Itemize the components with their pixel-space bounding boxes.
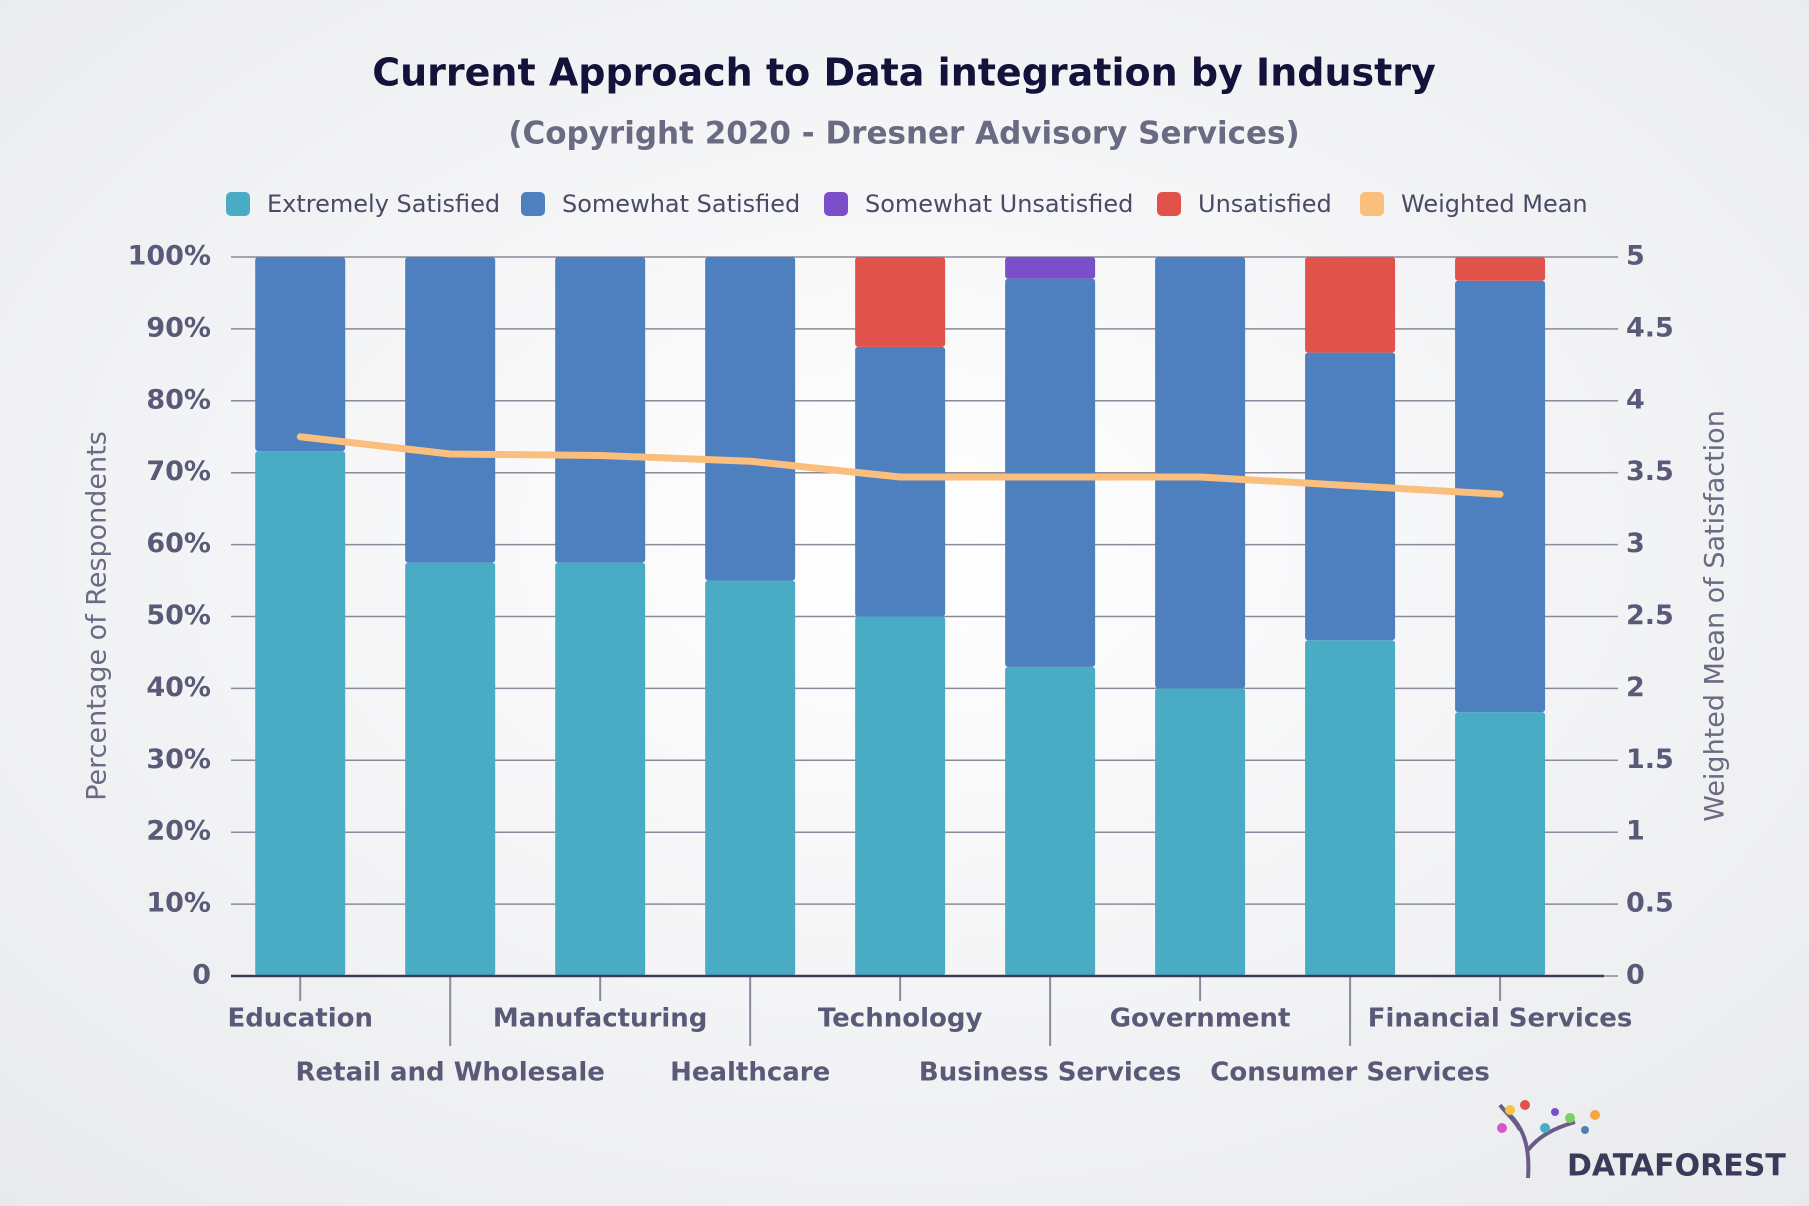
bar-segment: [705, 257, 796, 581]
bar-segment: [555, 257, 646, 563]
legend-swatch: [226, 192, 250, 216]
y-tick-label: 20%: [146, 816, 211, 847]
x-tick-label: Technology: [818, 1004, 983, 1034]
y2-tick-label: 0: [1626, 960, 1645, 991]
bar-segment: [255, 451, 346, 976]
bar-segment: [1455, 257, 1546, 281]
bar-segment: [255, 257, 346, 452]
y-tick-label: 70%: [146, 456, 211, 487]
y2-tick-label: 4: [1626, 384, 1645, 415]
y2-tick-label: 1.5: [1626, 744, 1674, 775]
bar-segment: [705, 580, 796, 976]
bar-segment: [1005, 257, 1096, 279]
bar-segment: [855, 257, 946, 347]
y2-tick-label: 4.5: [1626, 312, 1674, 343]
legend-swatch: [1360, 192, 1384, 216]
y-tick-label: 30%: [146, 744, 211, 775]
y-tick-label: 90%: [146, 312, 211, 343]
legend-swatch: [824, 192, 848, 216]
logo-icon: [1497, 1100, 1600, 1179]
x-tick-label: Retail and Wholesale: [296, 1058, 605, 1088]
legend-label: Extremely Satisfied: [267, 190, 500, 218]
bar-segment: [855, 616, 946, 976]
bar-segment: [1305, 257, 1396, 353]
y-tick-label: 10%: [146, 888, 211, 919]
x-tick-label: Government: [1110, 1004, 1291, 1034]
legend-label: Unsatisfied: [1198, 190, 1332, 218]
y2-axis-label: Weighted Mean of Satisfaction: [1700, 410, 1731, 822]
chart-title: Current Approach to Data integration by …: [372, 51, 1436, 95]
y-tick-label: 80%: [146, 384, 211, 415]
y-tick-label: 50%: [146, 600, 211, 631]
legend-label: Weighted Mean: [1401, 190, 1588, 218]
y2-tick-label: 2.5: [1626, 600, 1674, 631]
line: [296, 433, 1504, 498]
bar-segment: [405, 257, 496, 563]
bar-segment: [1155, 257, 1246, 689]
y-tick-label: 60%: [146, 528, 211, 559]
bar-segment: [1305, 352, 1396, 641]
y2-tick-label: 1: [1626, 816, 1645, 847]
x-tick-label: Healthcare: [670, 1058, 830, 1088]
y2-tick-label: 3: [1626, 528, 1645, 559]
logo-text: DATAFOREST: [1567, 1149, 1786, 1184]
bar-segment: [1305, 640, 1396, 976]
x-tick-label: Financial Services: [1368, 1004, 1633, 1034]
bar-segment: [405, 562, 496, 976]
y-axis-label: Percentage of Respondents: [82, 431, 113, 801]
y2-tick-label: 5: [1626, 241, 1645, 272]
chart-subtitle: (Copyright 2020 - Dresner Advisory Servi…: [508, 116, 1299, 152]
legend-label: Somewhat Satisfied: [562, 190, 800, 218]
x-tick-label: Education: [227, 1004, 373, 1034]
bar-segment: [1005, 278, 1096, 667]
y2-tick-label: 2: [1626, 672, 1645, 703]
bar-segment: [855, 346, 946, 617]
x-tick-label: Manufacturing: [493, 1004, 708, 1034]
y-tick-label: 40%: [146, 672, 211, 703]
x-tick-label: Business Services: [919, 1058, 1181, 1088]
y2-tick-label: 3.5: [1626, 456, 1674, 487]
bar-segment: [1005, 666, 1096, 976]
legend-label: Somewhat Unsatisfied: [865, 190, 1133, 218]
legend-swatch: [521, 192, 545, 216]
y-tick-label: 0: [192, 960, 211, 991]
bar-segment: [555, 562, 646, 976]
x-tick-label: Consumer Services: [1210, 1058, 1490, 1088]
y2-tick-label: 0.5: [1626, 888, 1674, 919]
legend-swatch: [1157, 192, 1181, 216]
bar-segment: [1455, 712, 1546, 976]
legend: Extremely Satisfied Somewhat Satisfied Som…: [226, 190, 1588, 218]
bar-segment: [1155, 688, 1246, 976]
y-tick-label: 100%: [128, 241, 211, 272]
